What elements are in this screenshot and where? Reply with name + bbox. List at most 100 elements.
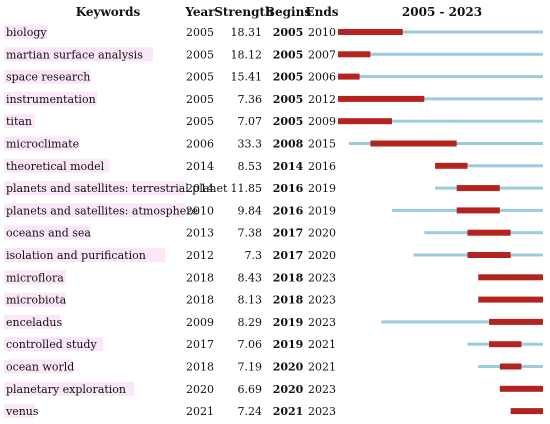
keyword-highlight	[4, 25, 48, 39]
timeline-bar	[338, 119, 543, 123]
year-value: 2005	[186, 48, 214, 61]
strength-value: 9.84	[238, 204, 263, 217]
header-range: 2005 - 2023	[402, 5, 482, 19]
begin-value: 2016	[273, 182, 304, 195]
end-value: 2016	[308, 160, 336, 173]
keyword-label: isolation and purification	[6, 249, 146, 262]
keyword-label: enceladus	[6, 316, 62, 329]
strength-value: 7.07	[238, 115, 263, 128]
keyword-highlight	[4, 47, 153, 62]
keyword-label: planets and satellites: atmosphere	[6, 204, 198, 217]
keyword-highlight	[4, 203, 184, 218]
keyword-highlight	[4, 248, 166, 262]
strength-value: 7.24	[238, 405, 263, 418]
end-value: 2020	[308, 227, 336, 240]
keyword-label: titan	[6, 115, 32, 128]
end-value: 2015	[308, 138, 336, 151]
end-value: 2023	[308, 294, 336, 307]
begin-value: 2005	[273, 93, 304, 106]
year-value: 2018	[186, 294, 214, 307]
keyword-label: ocean world	[6, 361, 74, 374]
year-value: 2017	[186, 338, 214, 351]
strength-value: 7.06	[238, 338, 263, 351]
begin-value: 2008	[273, 138, 304, 151]
begin-value: 2018	[273, 294, 304, 307]
end-value: 2021	[308, 361, 336, 374]
keyword-label: microbiota	[6, 294, 67, 307]
burst-bar	[338, 95, 425, 102]
strength-value: 33.3	[238, 138, 263, 151]
timeline-bar	[338, 52, 543, 56]
begin-value: 2019	[273, 338, 304, 351]
keyword-label: microclimate	[6, 138, 79, 151]
year-value: 2018	[186, 361, 214, 374]
begin-value: 2019	[273, 316, 304, 329]
timeline-bar	[381, 320, 543, 324]
keyword-highlight	[4, 91, 97, 106]
keyword-highlight	[4, 337, 104, 352]
strength-value: 11.85	[231, 182, 263, 195]
keyword-highlight	[4, 158, 110, 173]
year-value: 2005	[186, 115, 214, 128]
keyword-highlight	[4, 292, 66, 307]
keyword-label: planetary exploration	[6, 383, 126, 396]
strength-value: 7.3	[245, 249, 263, 262]
strength-value: 8.43	[238, 271, 263, 284]
end-value: 2009	[308, 115, 336, 128]
end-value: 2006	[308, 71, 336, 84]
keyword-label: controlled study	[6, 338, 97, 351]
year-value: 2014	[186, 182, 214, 195]
end-value: 2019	[308, 182, 336, 195]
year-value: 2005	[186, 26, 214, 39]
keyword-label: theoretical model	[6, 160, 105, 173]
year-value: 2010	[186, 204, 214, 217]
end-value: 2023	[308, 271, 336, 284]
burst-bar	[456, 185, 500, 192]
end-value: 2019	[308, 204, 336, 217]
burst-bar	[478, 274, 543, 281]
timeline-bar	[338, 97, 543, 101]
year-value: 2013	[186, 227, 214, 240]
burst-bar	[510, 408, 543, 415]
begin-value: 2020	[273, 361, 304, 374]
strength-value: 7.36	[238, 93, 263, 106]
header-keywords: Keywords	[76, 5, 141, 19]
begin-value: 2014	[273, 160, 304, 173]
year-value: 2018	[186, 271, 214, 284]
keyword-highlight	[4, 225, 91, 240]
end-value: 2023	[308, 405, 336, 418]
header-begins: Begins	[265, 5, 311, 19]
keyword-label: planets and satellites: terrestrial plan…	[6, 182, 228, 195]
begin-value: 2005	[273, 71, 304, 84]
end-value: 2023	[308, 383, 336, 396]
begin-value: 2018	[273, 271, 304, 284]
burst-bar	[370, 140, 457, 147]
strength-value: 8.13	[238, 294, 263, 307]
keyword-label: martian surface analysis	[6, 48, 143, 61]
timeline-bar	[338, 30, 543, 34]
keyword-label: space research	[6, 71, 90, 84]
strength-value: 6.69	[238, 383, 263, 396]
keyword-label: biology	[6, 26, 47, 39]
begin-value: 2005	[273, 26, 304, 39]
keyword-label: venus	[5, 405, 39, 418]
keyword-label: instrumentation	[6, 93, 96, 106]
strength-value: 8.53	[238, 160, 263, 173]
year-value: 2021	[186, 405, 214, 418]
header-strength: Strength	[214, 5, 274, 19]
keyword-highlight	[4, 404, 35, 419]
burst-bar	[338, 51, 371, 58]
keyword-highlight	[4, 136, 79, 151]
keyword-highlight	[4, 314, 60, 329]
burst-bar	[489, 341, 522, 348]
burst-bar	[456, 207, 500, 214]
end-value: 2020	[308, 249, 336, 262]
end-value: 2021	[308, 338, 336, 351]
strength-value: 15.41	[231, 71, 263, 84]
burst-bar	[338, 118, 392, 125]
year-value: 2009	[186, 316, 214, 329]
timeline-bar	[435, 164, 543, 168]
keyword-highlight	[4, 181, 184, 196]
end-value: 2007	[308, 48, 336, 61]
